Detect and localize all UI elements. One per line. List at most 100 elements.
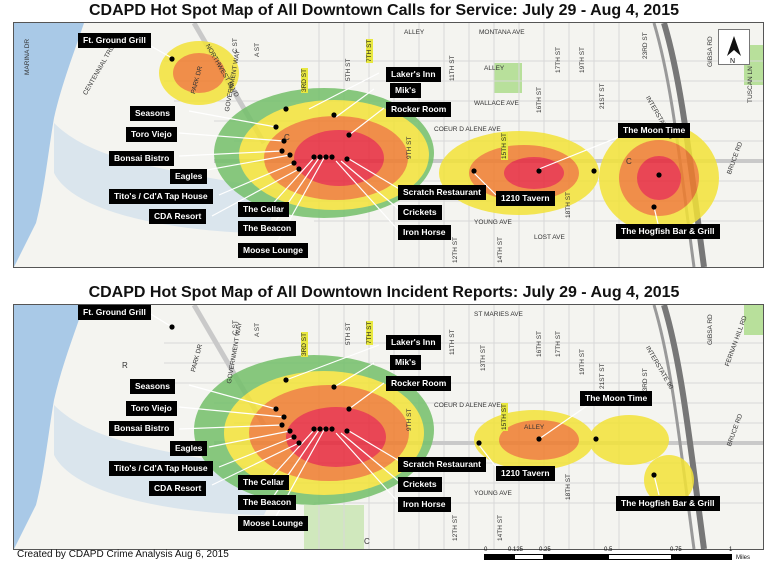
scale-tick: 0 [484,547,488,553]
label-scratch-restaurant: Scratch Restaurant [398,457,486,472]
map-title-incident-reports: CDAPD Hot Spot Map of All Downtown Incid… [88,284,680,301]
label-crickets: Crickets [398,205,442,220]
label-the-moon-time: The Moon Time [618,123,691,138]
label-the-cellar: The Cellar [238,475,290,490]
north-arrow-icon: N [718,29,750,65]
street-14th-st: 14TH ST [497,514,504,541]
label-rocker-room: Rocker Room [386,376,452,391]
label-moose-lounge: Moose Lounge [238,243,308,258]
street-12th-st: 12TH ST [452,514,459,541]
street-16th-st: 16TH ST [536,86,543,113]
label-crickets: Crickets [398,477,442,492]
street-c-st: C ST [232,320,239,335]
label-scratch-restaurant: Scratch Restaurant [398,185,486,200]
scale-segment [514,554,544,560]
label-the-beacon: The Beacon [238,495,297,510]
street-18th-st: 18TH ST [565,473,572,500]
scale-tick: 1 [729,547,733,553]
scale-segment [672,554,732,560]
street-c-st: C ST [232,38,239,53]
label-ft-ground-grill: Ft. Ground Grill [78,33,151,48]
street-5th-st: 5TH ST [345,322,352,345]
street-7th-st: 7TH ST [366,38,373,63]
street-5th-st: 5TH ST [345,58,352,81]
label-1210-tavern: 1210 Tavern [496,191,555,206]
street-21st-st: 21ST ST [599,83,606,109]
map-letter-c: C [364,537,370,546]
scale-tick: 0.5 [604,547,613,553]
street-12th-st: 12TH ST [452,236,459,263]
street-a-st: A ST [254,322,261,337]
scale-segment [608,554,672,560]
label-rocker-room: Rocker Room [386,102,452,117]
scale-segment [484,554,514,560]
label-the-moon-time: The Moon Time [580,391,653,406]
label-the-hogfish-bar-and-grill: The Hogfish Bar & Grill [616,224,720,239]
label-seasons: Seasons [130,106,175,121]
street-tuscan-ln: TUSCAN LN [747,66,754,103]
label-bonsai-bistro: Bonsai Bistro [109,421,175,436]
street-11th-st: 11TH ST [449,329,456,355]
street-lost-ave: LOST AVE [534,234,565,241]
street-3rd-st: 3RD ST [301,331,308,357]
street-13th-st: 13TH ST [480,344,487,371]
scale-tick: 0.25 [539,547,551,553]
label-toro-viejo: Toro Viejo [126,127,177,142]
street-montana-ave: MONTANA AVE [479,29,525,36]
label-eagles: Eagles [170,169,208,184]
street-15th-st: 15TH ST [501,402,508,431]
scale-bar: 0 0.125 0.25 0.5 0.75 1 Miles [484,547,750,563]
label-moose-lounge: Moose Lounge [238,516,308,531]
label-miks: Mik's [390,355,421,370]
street-wallace-ave: WALLACE AVE [474,100,519,107]
label-the-hogfish-bar-and-grill: The Hogfish Bar & Grill [616,496,720,511]
label-miks: Mik's [390,83,421,98]
hotspot-map-calls-for-service: ALLEY MONTANA AVE ALLEY WALLACE AVE COEU… [13,22,764,268]
street-marina-dr: MARINA DR [24,38,31,75]
label-bonsai-bistro: Bonsai Bistro [109,151,175,166]
street-19th-st: 19TH ST [579,348,586,375]
street-gibsa-rd: GIBSA RD [707,36,714,67]
street-young-ave: YOUNG AVE [474,490,512,497]
street-16th-st: 16TH ST [536,330,543,357]
map-letter-c: C [626,157,632,166]
hotspot-map-incident-reports: ST MARIES AVE COEUR D ALENE AVE ALLEY YO… [13,304,764,550]
scale-tick: 0.75 [670,547,682,553]
label-eagles: Eagles [170,441,208,456]
footer-credit: Created by CDAPD Crime Analysis Aug 6, 2… [17,549,229,560]
label-seasons: Seasons [130,379,175,394]
label-lakers-inn: Laker's Inn [386,335,441,350]
map-base-layer [14,305,763,549]
label-lakers-inn: Laker's Inn [386,67,441,82]
map-letter-c: C [284,133,290,142]
street-11th-st: 11TH ST [449,55,456,81]
street-st-maries-ave: ST MARIES AVE [474,311,523,318]
scale-tick: 0.125 [508,547,524,553]
street-alley: ALLEY [484,65,505,72]
street-alley: ALLEY [404,29,425,36]
map-title-calls: CDAPD Hot Spot Map of All Downtown Calls… [88,2,679,19]
label-titos: Tito's / Cd'A Tap House [109,461,213,476]
street-19th-st: 19TH ST [579,46,586,73]
street-17th-st: 17TH ST [555,46,562,73]
street-23rd-st: 23RD ST [642,32,649,59]
label-iron-horse: Iron Horse [398,497,451,512]
label-titos: Tito's / Cd'A Tap House [109,189,213,204]
scale-segment [544,554,608,560]
label-the-cellar: The Cellar [238,202,290,217]
street-9th-st: 9TH ST [406,136,413,159]
label-ft-ground-grill: Ft. Ground Grill [78,305,151,320]
street-18th-st: 18TH ST [565,191,572,218]
street-coeur-d-alene-ave: COEUR D ALENE AVE [434,402,501,409]
street-7th-st: 7TH ST [366,320,373,345]
label-toro-viejo: Toro Viejo [126,401,177,416]
street-a-st: A ST [254,42,261,57]
street-gibsa-rd: GIBSA RD [707,314,714,345]
street-14th-st: 14TH ST [497,236,504,263]
label-iron-horse: Iron Horse [398,225,451,240]
map-letter-r: R [122,361,128,370]
street-young-ave: YOUNG AVE [474,219,512,226]
street-17th-st: 17TH ST [555,330,562,357]
street-alley: ALLEY [524,424,545,431]
street-15th-st: 15TH ST [501,131,508,160]
